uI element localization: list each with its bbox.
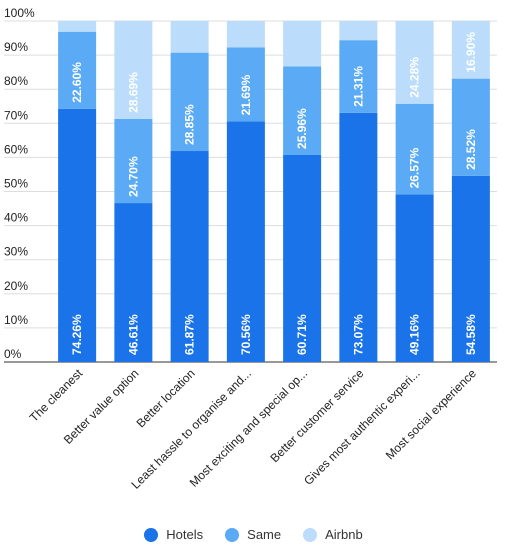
legend-label: Airbnb	[325, 527, 363, 542]
y-tick-label: 20%	[4, 279, 28, 293]
legend: Hotels Same Airbnb	[0, 527, 507, 549]
bar-segment-hotels[interactable]	[114, 203, 153, 362]
data-label: 21.69%	[239, 74, 253, 115]
bar-segment-airbnb[interactable]	[395, 20, 434, 104]
data-label: 24.28%	[408, 57, 422, 98]
data-label: 73.07%	[351, 314, 365, 355]
y-tick-label: 0%	[4, 347, 22, 361]
legend-label: Same	[247, 527, 282, 542]
bar-segment-same[interactable]	[395, 103, 434, 195]
x-tick-label: Least hassle to organise and...	[129, 366, 254, 491]
bar-segment-hotels[interactable]	[395, 194, 434, 362]
bar-segment-airbnb[interactable]	[58, 21, 97, 32]
y-tick-label: 90%	[4, 40, 28, 54]
legend-label: Hotels	[166, 527, 204, 542]
data-label: 22.60%	[70, 62, 84, 103]
y-tick-label: 70%	[4, 108, 28, 122]
data-label: 61.87%	[183, 314, 197, 355]
legend-item-hotels[interactable]: Hotels	[144, 527, 203, 542]
x-tick-label: Gives most authentic experi...	[301, 366, 423, 488]
bar-segment-hotels[interactable]	[58, 108, 97, 362]
legend-swatch	[303, 527, 318, 542]
bar-segment-airbnb[interactable]	[170, 21, 209, 53]
bar-segment-airbnb[interactable]	[451, 21, 490, 79]
bar-segment-hotels[interactable]	[451, 175, 490, 362]
bar-segment-hotels[interactable]	[339, 112, 378, 362]
data-label: 28.52%	[464, 129, 478, 170]
data-label: 16.90%	[464, 32, 478, 73]
y-tick-label: 30%	[4, 245, 28, 259]
data-label: 21.31%	[351, 66, 365, 107]
bar-segment-same[interactable]	[170, 52, 209, 152]
bar-segment-same[interactable]	[339, 40, 378, 113]
legend-swatch	[225, 527, 240, 542]
bar-segment-hotels[interactable]	[226, 121, 265, 362]
y-tick-label: 10%	[4, 313, 28, 327]
bar-segment-airbnb[interactable]	[226, 21, 265, 48]
bar-segment-same[interactable]	[451, 78, 490, 176]
bar-segment-airbnb[interactable]	[283, 21, 322, 67]
data-label: 74.26%	[70, 314, 84, 355]
data-label: 60.71%	[295, 314, 309, 355]
legend-item-airbnb[interactable]: Airbnb	[303, 527, 363, 542]
bar-segment-same[interactable]	[114, 118, 153, 204]
x-tick-label: The cleanest	[27, 366, 86, 425]
legend-item-same[interactable]: Same	[225, 527, 281, 542]
data-label: 49.16%	[408, 314, 422, 355]
bar-segment-airbnb[interactable]	[339, 21, 378, 41]
y-tick-label: 80%	[4, 74, 28, 88]
data-label: 46.61%	[126, 314, 140, 355]
bar-segment-hotels[interactable]	[283, 154, 322, 362]
data-label: 70.56%	[239, 314, 253, 355]
x-tick-label: Better location	[134, 366, 198, 430]
data-label: 28.69%	[126, 72, 140, 113]
y-tick-label: 40%	[4, 211, 28, 225]
y-tick-label: 100%	[4, 6, 35, 20]
bar-segment-hotels[interactable]	[170, 151, 209, 362]
data-label: 54.58%	[464, 314, 478, 355]
x-tick-label: Most exciting and special op...	[187, 366, 311, 490]
bar-segment-same[interactable]	[226, 47, 265, 122]
y-tick-label: 60%	[4, 142, 28, 156]
legend-swatch	[144, 527, 159, 542]
bar-segment-same[interactable]	[283, 66, 322, 155]
x-tick-label: Better customer service	[267, 366, 366, 465]
data-label: 25.96%	[295, 108, 309, 149]
bar-segment-same[interactable]	[58, 31, 97, 109]
data-label: 28.85%	[183, 104, 197, 145]
bar-segment-airbnb[interactable]	[114, 21, 153, 119]
data-label: 26.57%	[408, 147, 422, 188]
data-label: 24.70%	[126, 156, 140, 197]
y-tick-label: 50%	[4, 177, 28, 191]
